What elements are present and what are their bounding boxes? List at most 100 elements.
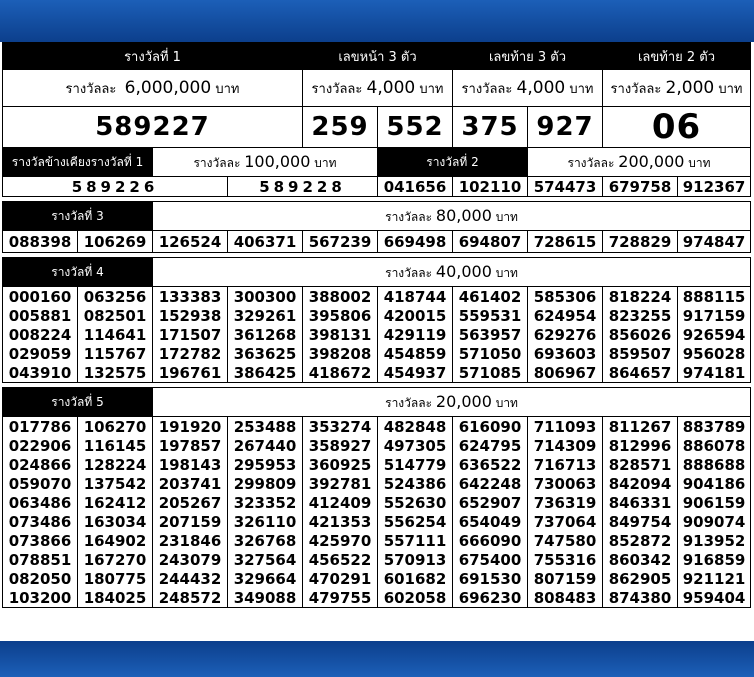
fifth-prize-number: 479755	[302, 588, 378, 608]
fifth-prize-number: 162412	[77, 493, 153, 512]
front3-title: เลขหน้า 3 ตัว	[302, 42, 453, 70]
fifth-prize-number: 482848	[377, 416, 453, 436]
fifth-prize-number: 959404	[676, 588, 752, 608]
fourth-prize-number: 005881	[2, 306, 78, 325]
fifth-prize-number: 556254	[377, 512, 453, 531]
fifth-prize-table: รางวัลที่ 5 รางวัลละ 20,000 บาท 017786 10…	[2, 387, 752, 608]
third-prize-table: รางวัลที่ 3 รางวัลละ 80,000 บาท 088398 10…	[2, 201, 752, 253]
fifth-prize-number: 248572	[152, 588, 228, 608]
fifth-prize-number: 207159	[152, 512, 228, 531]
fourth-prize-number: 823255	[602, 306, 678, 325]
fifth-prize-number: 392781	[302, 474, 378, 493]
near-number: 589226	[2, 176, 228, 197]
fourth-prize-number: 806967	[527, 363, 603, 383]
fifth-prize-number: 082050	[2, 569, 78, 588]
fourth-prize-number: 461402	[452, 286, 528, 306]
fifth-prize-number: 198143	[152, 455, 228, 474]
fifth-prize-number: 412409	[302, 493, 378, 512]
fourth-prize-number: 454937	[377, 363, 453, 383]
fourth-prize-number: 629276	[527, 325, 603, 344]
front3-amount: รางวัลละ 4,000 บาท	[302, 69, 453, 107]
fourth-prize-number: 132575	[77, 363, 153, 383]
table-row: 043910 132575 196761 386425 418672 454937 5710…	[2, 363, 752, 383]
fourth-prize-table: รางวัลที่ 4 รางวัลละ 40,000 บาท 000160 06…	[2, 257, 752, 383]
fifth-prize-number: 808483	[527, 588, 603, 608]
second-number: 912367	[676, 176, 752, 197]
fifth-prize-number: 862905	[602, 569, 678, 588]
fourth-prize-number: 114641	[77, 325, 153, 344]
fifth-prize-number: 456522	[302, 550, 378, 569]
fifth-prize-number: 616090	[452, 416, 528, 436]
fourth-prize-number: 420015	[377, 306, 453, 325]
front3-number: 259	[302, 106, 378, 148]
back2-amount: รางวัลละ 2,000 บาท	[602, 69, 751, 107]
fourth-prize-number: 133383	[152, 286, 228, 306]
table-row: 017786 106270 191920 253488 353274 482848 6160…	[2, 416, 752, 436]
fifth-prize-number: 906159	[676, 493, 752, 512]
fifth-prize-number: 557111	[377, 531, 453, 550]
table-row: 000160 063256 133383 300300 388002 418744 4614…	[2, 286, 752, 306]
near-prize-amount: รางวัลละ 100,000 บาท	[152, 147, 378, 177]
fifth-prize-number: 886078	[676, 436, 752, 455]
fourth-prize-number: 363625	[227, 344, 303, 363]
fifth-prize-number: 323352	[227, 493, 303, 512]
fourth-prize-number: 398131	[302, 325, 378, 344]
fourth-prize-number: 859507	[602, 344, 678, 363]
fourth-prize-number: 361268	[227, 325, 303, 344]
fifth-prize-number: 197857	[152, 436, 228, 455]
fifth-prize-number: 203741	[152, 474, 228, 493]
third-prize-number: 728829	[602, 230, 678, 253]
table-row: 063486 162412 205267 323352 412409 552630 6529…	[2, 493, 752, 512]
fourth-prize-number: 115767	[77, 344, 153, 363]
fifth-prize-number: 022906	[2, 436, 78, 455]
fourth-prize-amount: รางวัลละ 40,000 บาท	[151, 257, 752, 287]
fifth-prize-number: 017786	[2, 416, 78, 436]
fifth-prize-number: 358927	[302, 436, 378, 455]
fifth-prize-number: 849754	[602, 512, 678, 531]
second-number: 679758	[602, 176, 678, 197]
fifth-prize-number: 654049	[452, 512, 528, 531]
fifth-prize-number: 329664	[227, 569, 303, 588]
back3-title: เลขท้าย 3 ตัว	[452, 42, 603, 70]
fourth-prize-number: 818224	[602, 286, 678, 306]
fourth-prize-number: 172782	[152, 344, 228, 363]
fifth-prize-amount: รางวัลละ 20,000 บาท	[151, 387, 752, 417]
fifth-prize-number: 747580	[527, 531, 603, 550]
fifth-prize-number: 842094	[602, 474, 678, 493]
fifth-prize-number: 828571	[602, 455, 678, 474]
second-number: 574473	[527, 176, 603, 197]
third-prize-number: 126524	[152, 230, 228, 253]
fifth-prize-number: 711093	[527, 416, 603, 436]
fifth-prize-number: 137542	[77, 474, 153, 493]
fourth-prize-number: 388002	[302, 286, 378, 306]
third-prize-number: 694807	[452, 230, 528, 253]
bottom-banner	[0, 641, 754, 677]
fourth-prize-number: 926594	[676, 325, 752, 344]
fifth-prize-number: 024866	[2, 455, 78, 474]
fifth-prize-number: 497305	[377, 436, 453, 455]
third-prize-number: 106269	[77, 230, 153, 253]
fifth-prize-number: 888688	[676, 455, 752, 474]
fifth-prize-number: 425970	[302, 531, 378, 550]
third-prize-number: 669498	[377, 230, 453, 253]
third-prize-number: 567239	[302, 230, 378, 253]
fifth-prize-number: 163034	[77, 512, 153, 531]
fifth-prize-number: 755316	[527, 550, 603, 569]
first-prize-title: รางวัลที่ 1	[2, 42, 303, 70]
fifth-prize-number: 514779	[377, 455, 453, 474]
top-banner	[0, 0, 754, 42]
fourth-prize-number: 571050	[452, 344, 528, 363]
back2-title: เลขท้าย 2 ตัว	[602, 42, 751, 70]
fifth-prize-number: 714309	[527, 436, 603, 455]
fifth-prize-number: 921121	[676, 569, 752, 588]
fourth-prize-number: 082501	[77, 306, 153, 325]
fifth-prize-number: 642248	[452, 474, 528, 493]
fourth-prize-number: 395806	[302, 306, 378, 325]
fourth-prize-number: 956028	[676, 344, 752, 363]
fifth-prize-number: 636522	[452, 455, 528, 474]
table-row: 024866 128224 198143 295953 360925 514779 6365…	[2, 455, 752, 474]
table-row: 073486 163034 207159 326110 421353 556254 6540…	[2, 512, 752, 531]
fourth-prize-number: 196761	[152, 363, 228, 383]
fifth-prize-number: 073486	[2, 512, 78, 531]
fifth-prize-number: 106270	[77, 416, 153, 436]
